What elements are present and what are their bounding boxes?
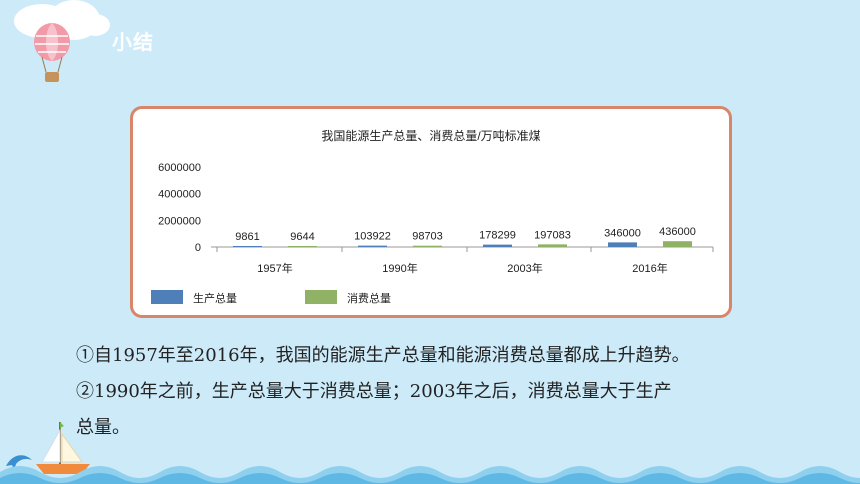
summary-line-2: ②1990年之前，生产总量大于消费总量；2003年之后，消费总量大于生产 [76,381,672,402]
x-tick-label: 2003年 [507,261,542,275]
y-tick-label: 4000000 [158,189,201,201]
legend-label: 消费总量 [347,291,391,305]
summary-line-3: 总量。 [76,417,130,438]
x-tick-label: 2016年 [632,261,667,275]
bar [233,246,262,247]
y-tick-label: 6000000 [158,162,201,174]
bar [358,245,387,247]
bar [663,241,692,247]
y-axis: 6000000 4000000 2000000 0 [158,162,201,254]
data-label: 197083 [534,229,571,241]
bars-group: 9861 9644 103922 98703 178299 197083 346000 436… [233,226,696,247]
x-axis: 1957年 1990年 2003年 2016年 [216,247,714,275]
legend-swatch [305,290,337,304]
data-label: 9861 [235,231,259,243]
cloud-decoration [80,14,110,36]
bar [413,245,442,247]
summary-text: ①自1957年至2016年，我国的能源生产总量和能源消费总量都成上升趋势。 ②1… [76,338,796,446]
y-tick-label: 0 [195,242,201,254]
chart-title: 我国能源生产总量、消费总量/万吨标准煤 [321,129,540,143]
chart-panel: 我国能源生产总量、消费总量/万吨标准煤 6000000 4000000 200000… [130,106,732,318]
legend-label: 生产总量 [193,291,237,305]
legend-swatch [151,290,183,304]
data-label: 346000 [604,227,641,239]
bar [483,244,512,247]
wave-decoration [0,466,860,484]
y-tick-label: 2000000 [158,215,201,227]
data-label: 103922 [354,231,391,243]
summary-line-1: ①自1957年至2016年，我国的能源生产总量和能源消费总量都成上升趋势。 [76,345,690,366]
data-label: 436000 [659,226,696,238]
data-label: 9644 [290,231,314,243]
sailboat-icon [36,422,90,474]
x-tick-label: 1990年 [382,261,417,275]
x-tick-label: 1957年 [257,261,292,275]
bar-chart: 我国能源生产总量、消费总量/万吨标准煤 6000000 4000000 200000… [151,129,714,305]
dolphin-icon [6,455,32,470]
bar [608,242,637,247]
bar [538,244,567,247]
data-label: 178299 [479,230,516,242]
data-label: 98703 [412,231,443,243]
bar [288,246,317,247]
legend: 生产总量 消费总量 [151,290,391,305]
page-title: 小结 [112,30,154,54]
hot-air-balloon-icon [34,23,70,82]
